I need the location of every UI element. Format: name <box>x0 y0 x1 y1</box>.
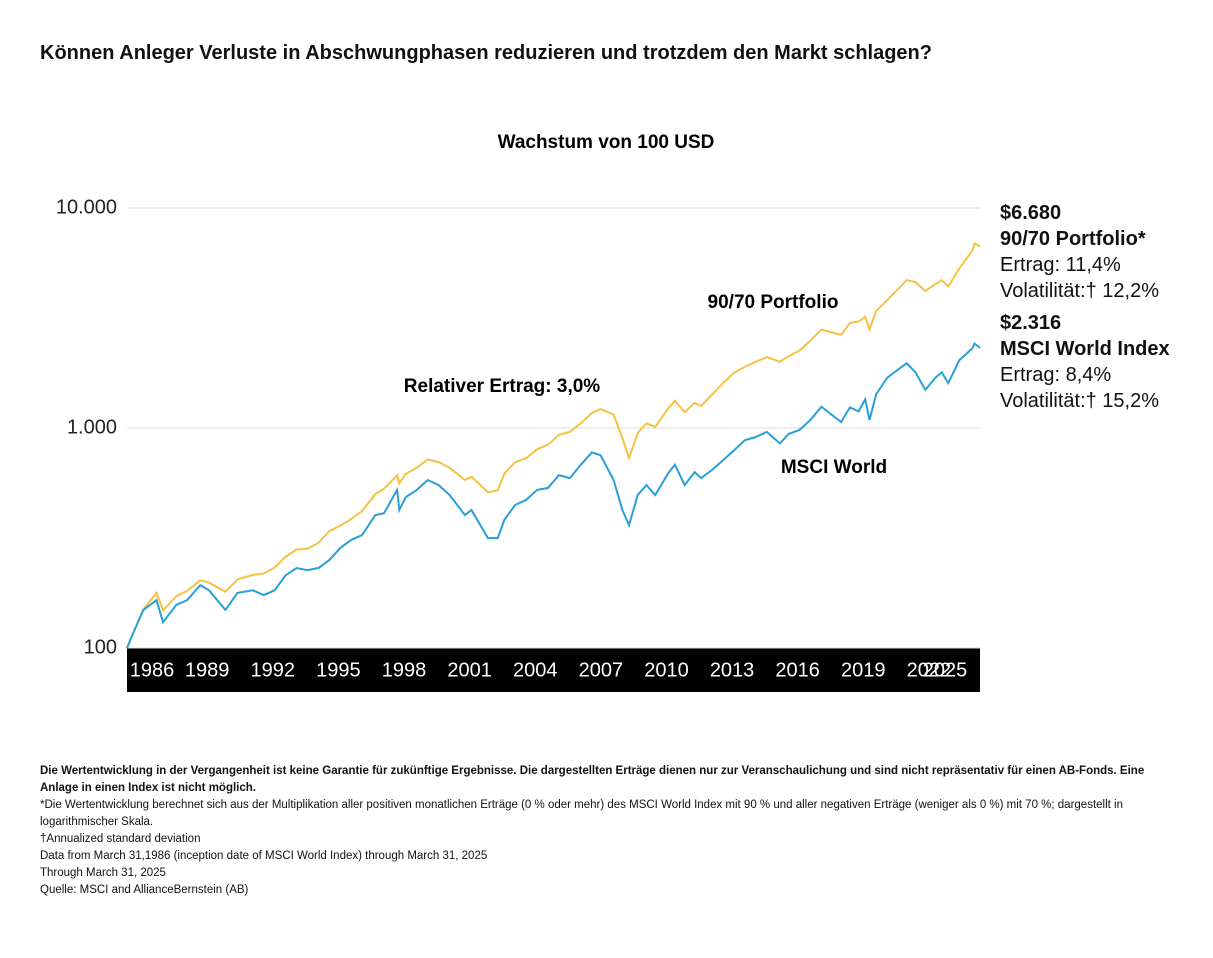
end-label-block: $6.680 90/70 Portfolio* Ertrag: 11,4% Volat… <box>1000 200 1200 304</box>
footnote: Die Wertentwicklung in der Vergangenheit… <box>40 765 1145 794</box>
x-tick-label: 2001 <box>447 659 492 681</box>
chart-title: Wachstum von 100 USD <box>498 132 715 153</box>
annotation: Relativer Ertrag: 3,0% <box>404 376 601 397</box>
y-tick-label: 1.000 <box>67 416 117 438</box>
end-volatility: Volatilität:† 15,2% <box>1000 390 1159 412</box>
y-tick-label: 100 <box>84 636 117 658</box>
page-title: Können Anleger Verluste in Abschwungphas… <box>40 42 932 64</box>
end-return: Ertrag: 8,4% <box>1000 364 1112 386</box>
x-tick-label: 2007 <box>579 659 624 681</box>
series-label: MSCI World <box>781 457 887 478</box>
end-return: Ertrag: 11,4% <box>1000 254 1121 276</box>
footnote: *Die Wertentwicklung berechnet sich aus … <box>40 799 1123 828</box>
end-label-block: $2.316 MSCI World Index Ertrag: 8,4% Volati… <box>1000 310 1200 414</box>
x-tick-label: 2019 <box>841 659 886 681</box>
end-value: $2.316 <box>1000 312 1062 334</box>
x-tick-label: 2025 <box>923 659 968 681</box>
x-tick-label: 2004 <box>513 659 558 681</box>
x-tick-label: 1998 <box>382 659 427 681</box>
y-tick-label: 10.000 <box>56 196 117 218</box>
end-value: $6.680 <box>1000 202 1062 224</box>
series-line <box>126 342 981 649</box>
x-tick-label: 1992 <box>251 659 296 681</box>
x-tick-label: 2013 <box>710 659 755 681</box>
x-tick-label: 1989 <box>185 659 230 681</box>
footnotes: Die Wertentwicklung in der Vergangenheit… <box>40 763 1180 899</box>
footnote: †Annualized standard deviation <box>40 833 201 845</box>
end-name: 90/70 Portfolio* <box>1000 228 1146 250</box>
x-tick-label: 1995 <box>316 659 361 681</box>
x-tick-label: 2016 <box>775 659 820 681</box>
x-tick-label: 1986 <box>130 659 175 681</box>
series-label: 90/70 Portfolio <box>708 292 839 313</box>
x-tick-label: 2010 <box>644 659 689 681</box>
end-name: MSCI World Index <box>1000 338 1170 360</box>
end-volatility: Volatilität:† 12,2% <box>1000 280 1159 302</box>
series-line <box>126 242 981 649</box>
x-tick-label: 2022 <box>907 659 952 681</box>
x-axis-band <box>127 648 980 692</box>
footnote: Quelle: MSCI and AllianceBernstein (AB) <box>40 884 249 896</box>
footnote: Through March 31, 2025 <box>40 867 166 879</box>
end-labels: $6.680 90/70 Portfolio* Ertrag: 11,4% Volat… <box>1000 200 1200 420</box>
footnote: Data from March 31,1986 (inception date … <box>40 850 488 862</box>
